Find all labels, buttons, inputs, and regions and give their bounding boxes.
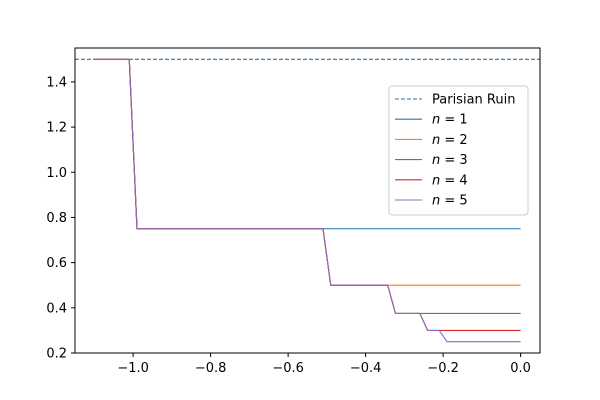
legend-value: = 1 [440,113,467,128]
x-tick-label: −1.0 [117,361,149,376]
legend-label-parisian-ruin: Parisian Ruin [432,93,515,108]
x-tick-label: −0.8 [195,361,227,376]
y-tick-label: 0.8 [46,211,67,226]
x-tick-label: −0.2 [427,361,459,376]
series-line-n-5 [94,58,521,343]
legend-var: n [432,194,440,209]
legend-value: = 4 [440,173,467,188]
legend-var: n [432,113,440,128]
y-tick-label: 0.4 [46,301,67,316]
y-tick-label: 1.0 [46,166,67,181]
series-layer [75,58,540,343]
legend-label-n-2: n = 2 [432,133,468,148]
legend-value: = 2 [440,133,467,148]
y-tick-label: 0.6 [46,256,67,271]
legend-label-n-1: n = 1 [432,113,468,128]
legend-label-n-5: n = 5 [432,194,468,209]
x-tick-label: −0.4 [350,361,382,376]
legend-var: n [432,133,440,148]
x-tick-label: −0.6 [272,361,304,376]
plot-frame [74,47,541,354]
legend-var: n [432,153,440,168]
y-axis: 0.2 0.4 0.6 0.8 1.0 1.2 1.4 [46,75,75,362]
legend-label-n-3: n = 3 [432,153,468,168]
legend-value: = 3 [440,153,467,168]
y-tick-label: 1.2 [46,121,67,136]
x-axis: −1.0 −0.8 −0.6 −0.4 −0.2 0.0 [117,353,531,376]
x-tick-label: 0.0 [510,361,531,376]
legend-var: n [432,173,440,188]
y-tick-label: 0.2 [46,347,67,362]
y-tick-label: 1.4 [46,75,67,90]
legend-box [388,85,529,216]
legend-label-n-4: n = 4 [432,173,468,188]
legend-value: = 5 [440,194,467,209]
